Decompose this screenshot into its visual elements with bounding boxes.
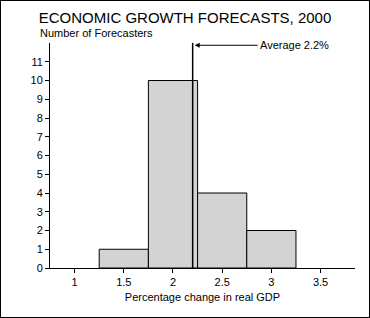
svg-text:3: 3 [37,206,43,218]
svg-text:6: 6 [37,149,43,161]
svg-text:7: 7 [37,131,43,143]
svg-text:5: 5 [37,168,43,180]
svg-text:4: 4 [37,187,43,199]
svg-text:2: 2 [37,224,43,236]
svg-text:0: 0 [37,262,43,274]
svg-text:1.5: 1.5 [116,276,131,288]
svg-text:3.5: 3.5 [313,276,328,288]
svg-text:1: 1 [72,276,78,288]
svg-text:Number of Forecasters: Number of Forecasters [40,27,153,39]
svg-text:9: 9 [37,93,43,105]
svg-text:2: 2 [170,276,176,288]
svg-text:11: 11 [31,56,42,68]
svg-text:2.5: 2.5 [215,276,230,288]
svg-text:ECONOMIC GROWTH FORECASTS, 200: ECONOMIC GROWTH FORECASTS, 2000 [39,9,332,26]
svg-text:8: 8 [37,112,43,124]
svg-text:Average 2.2%: Average 2.2% [260,39,329,51]
svg-text:1: 1 [37,243,43,255]
svg-text:3: 3 [268,276,274,288]
svg-text:Percentage change in real GDP: Percentage change in real GDP [125,291,280,303]
svg-text:10: 10 [31,74,43,86]
